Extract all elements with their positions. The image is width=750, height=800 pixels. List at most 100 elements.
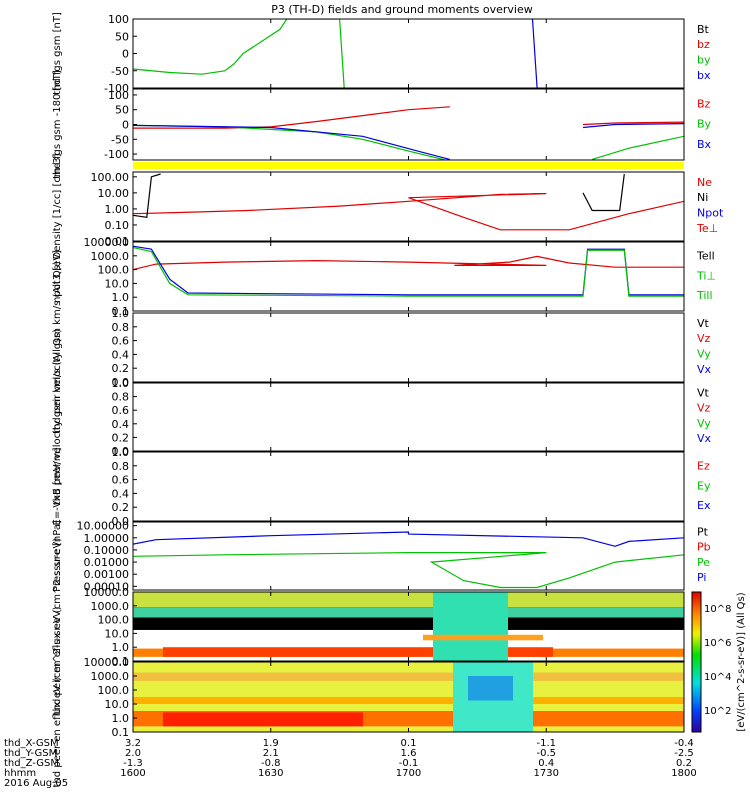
legend-bx: bx	[697, 69, 711, 82]
y-tick-label: 10.0	[105, 277, 130, 290]
y-tick-label: 10.00	[98, 187, 130, 200]
y-tick-label: -50	[111, 65, 129, 78]
series-By2	[592, 123, 684, 160]
y-axis-label: thd peir velocity gsm km/s (All Qs)	[52, 261, 63, 434]
x-row-label: hhmm	[4, 768, 36, 779]
series-Bz	[133, 106, 450, 129]
legend-Pb: Pb	[697, 541, 711, 554]
y-tick-label: 10.00000	[77, 520, 130, 533]
y-tick-label: 1.0	[112, 446, 130, 459]
y-tick-label: 100.00	[91, 171, 130, 184]
status-bar	[133, 162, 684, 169]
x-row-value: 1700	[396, 768, 421, 779]
y-tick-label: 1.00	[105, 203, 130, 216]
y-tick-label: 1.0	[112, 641, 130, 654]
series-Bz2	[582, 121, 684, 126]
legend-Pi: Pi	[697, 571, 706, 584]
legend-Till: Till	[696, 289, 713, 302]
colorbar-tick: 10^8	[704, 604, 731, 615]
y-tick-label: 0.8	[112, 460, 130, 473]
y-tick-label: 1.0	[112, 377, 130, 390]
spectrogram-band	[433, 592, 508, 661]
series-Ni2	[582, 173, 625, 212]
spectrogram-band	[423, 634, 543, 641]
y-tick-label: -100	[104, 82, 129, 95]
y-tick-label: 0.2	[112, 362, 130, 375]
y-axis-label: thd fgs gsm -180 [nT]	[52, 70, 63, 179]
colorbar-label: [eV/(cm^2-s-sr-eV)] (All Qs)	[736, 592, 747, 731]
x-row-value: -1.3	[123, 758, 143, 769]
series-Pe	[133, 551, 684, 589]
y-tick-label: 1000.0	[91, 670, 130, 683]
spectrogram-band	[133, 672, 684, 681]
y-axis-label: Density [1/cc] [cm-3]	[52, 153, 63, 259]
y-tick-label: 0.00100	[84, 568, 130, 581]
y-tick-label: 0.4	[112, 487, 130, 500]
legend-Ti⊥: Ti⊥	[696, 269, 716, 282]
series-Te	[133, 255, 684, 271]
legend-Pt: Pt	[697, 526, 709, 539]
y-tick-label: 1.0	[112, 712, 130, 725]
y-tick-label: 100	[108, 89, 129, 102]
y-tick-label: 0.6	[112, 335, 130, 348]
legend-Vx: Vx	[697, 363, 712, 376]
series-Ni	[133, 173, 161, 218]
panel-frame	[132, 451, 685, 522]
spectrogram-band	[133, 697, 684, 704]
y-tick-label: 0	[122, 119, 129, 132]
legend-Bz: Bz	[697, 97, 711, 110]
y-tick-label: 100.0	[98, 264, 130, 277]
series-Pi	[133, 531, 684, 547]
x-row-value: -0.5	[536, 748, 556, 759]
y-tick-label: 1.0	[112, 291, 130, 304]
x-row-value: 1600	[120, 768, 145, 779]
y-tick-label: 0.10	[105, 219, 130, 232]
legend-by: by	[697, 53, 711, 66]
x-row-value: 0.2	[676, 758, 692, 769]
legend-Vy: Vy	[697, 417, 711, 430]
panel-frame	[132, 382, 685, 452]
y-axis-label: thd peir en eflux eV (cm^2-s-sr-eV)	[52, 538, 63, 716]
x-row-value: 2.0	[125, 748, 141, 759]
x-row-value: 1.6	[401, 748, 417, 759]
y-tick-label: 0.8	[112, 321, 130, 334]
colorbar: 10^8 10^6 10^4 10^2 [eV/(cm^2-s-sr-eV)] (All…	[691, 591, 747, 733]
series-Bx2	[582, 122, 684, 129]
x-row-value: 1.9	[263, 738, 279, 749]
y-tick-label: -50	[111, 133, 129, 146]
legend-Ni: Ni	[697, 191, 708, 204]
y-tick-label: 10.0	[105, 627, 130, 640]
y-tick-label: 0.2	[112, 431, 130, 444]
legend-Pe: Pe	[697, 556, 710, 569]
y-tick-label: 0.6	[112, 474, 130, 487]
colorbar-tick: 10^2	[704, 706, 731, 717]
y-tick-label: 0.2	[112, 501, 130, 514]
y-tick-label: 0.01	[105, 235, 130, 248]
y-axis-label: thd peer en eflux eV (cm^2-s-sr-eV)	[52, 606, 63, 787]
x-row-label: thd_X-GSM	[4, 738, 59, 749]
y-axis-label: E=-VxB [mV/m]	[52, 447, 63, 525]
y-tick-label: 0.1	[112, 726, 130, 739]
legend-By: By	[697, 118, 712, 131]
legend-Npot: Npot	[697, 206, 724, 219]
spectrogram-band	[163, 647, 553, 657]
legend-Bx: Bx	[697, 138, 712, 151]
legend-Vz: Vz	[697, 332, 711, 345]
y-axis-label: thd peer velocity gsm km/s (All Qs)	[52, 329, 63, 505]
x-row-value: 1800	[671, 768, 696, 779]
series-By	[133, 124, 446, 160]
spectrogram-band	[163, 712, 363, 727]
panel-frame	[132, 171, 685, 242]
panel-frame	[132, 18, 685, 89]
panel-frame	[132, 88, 685, 161]
y-tick-label: 0.4	[112, 418, 130, 431]
legend-Ex: Ex	[697, 499, 711, 512]
y-tick-label: 0.1	[112, 305, 130, 318]
series-Ti	[133, 245, 684, 296]
panel-1: 100 50 0-50 -100 thd fgs gsm -180 [nT] Bz By Bx	[52, 70, 712, 179]
y-tick-label: 10.0	[105, 698, 130, 711]
